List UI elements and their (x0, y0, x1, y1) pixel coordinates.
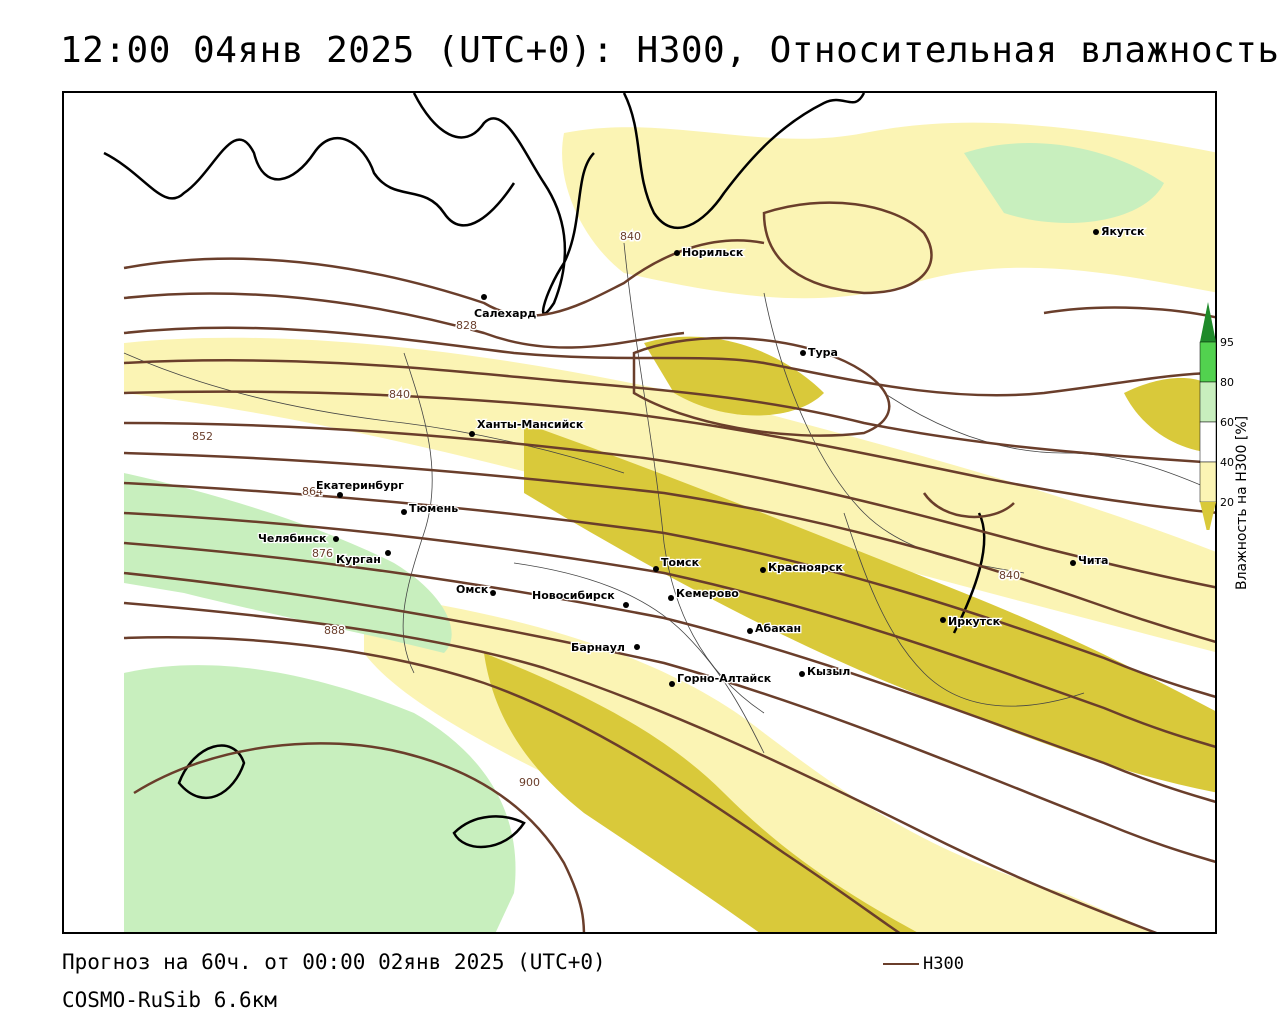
city-salekhard: Салехард (473, 294, 538, 321)
contour-label: 876 (312, 547, 333, 560)
svg-text:Новосибирск: Новосибирск (532, 589, 615, 602)
legend-tick: 95 (1220, 336, 1234, 349)
contour-label: 840 (999, 569, 1020, 582)
svg-text:Чита: Чита (1078, 554, 1108, 567)
city-tura: Тура (800, 345, 839, 360)
legend-tick: 40 (1220, 456, 1234, 469)
map-panel[interactable]: 840 828 840 852 864 876 888 900 840 Нори… (62, 91, 1217, 934)
contour-label: 828 (456, 319, 477, 332)
contour-key: H300 (883, 954, 964, 974)
city-krasnoyarsk: Красноярск (760, 560, 845, 575)
forecast-info: Прогноз на 60ч. от 00:00 02янв 2025 (UTC… (62, 950, 606, 974)
svg-text:Тюмень: Тюмень (409, 502, 458, 515)
svg-text:Курган: Курган (336, 553, 381, 566)
contour-label: 864 (302, 485, 323, 498)
city-kyzyl: Кызыл (799, 664, 852, 679)
city-yakutsk: Якутск (1093, 224, 1146, 239)
city-novosibirsk: Новосибирск (531, 588, 629, 608)
svg-text:Кемерово: Кемерово (676, 587, 739, 600)
legend-title: Влажность на H300 [%] (1234, 415, 1250, 590)
legend-tick: 60 (1220, 416, 1234, 429)
legend-tick: 20 (1220, 496, 1234, 509)
city-gorno-altaysk: Горно-Алтайск (669, 671, 773, 687)
svg-text:Ханты-Мансийск: Ханты-Мансийск (477, 418, 584, 431)
humidity-legend: 95 80 60 40 20 (1198, 300, 1278, 600)
city-tomsk: Томск (653, 555, 701, 572)
contour-label: 888 (324, 624, 345, 637)
contour-labels: 840 828 840 852 864 876 888 900 840 (191, 229, 1022, 791)
svg-text:Красноярск: Красноярск (768, 561, 843, 574)
svg-text:Норильск: Норильск (682, 246, 744, 259)
city-norilsk: Норильск (674, 245, 745, 260)
contour-label: 840 (620, 230, 641, 243)
city-abakan: Абакан (747, 621, 802, 636)
svg-text:Челябинск: Челябинск (258, 532, 327, 545)
contour-key-label: H300 (923, 954, 964, 974)
city-yekaterinburg: Екатеринбург (315, 478, 405, 498)
model-info: COSMO-RuSib 6.6км (62, 988, 277, 1012)
contour-label: 840 (389, 388, 410, 401)
svg-text:Иркутск: Иркутск (948, 615, 1001, 628)
chart-title: 12:00 04янв 2025 (UTC+0): H300, Относите… (60, 30, 1280, 71)
svg-text:Барнаул: Барнаул (571, 641, 625, 654)
city-tyumen: Тюмень (401, 501, 459, 516)
city-khanty-mansiysk: Ханты-Мансийск (469, 417, 585, 437)
city-markers: Норильск Якутск Салехард Тура Ханты-Манс… (257, 224, 1146, 687)
map-canvas: 840 828 840 852 864 876 888 900 840 Нори… (103, 93, 1215, 932)
contour-key-line (883, 963, 919, 965)
contour-label: 852 (192, 430, 213, 443)
city-barnaul: Барнаул (570, 640, 640, 655)
svg-text:Екатеринбург: Екатеринбург (316, 479, 404, 492)
city-chelyabinsk: Челябинск (257, 531, 339, 546)
city-irkutsk: Иркутск (940, 614, 1002, 629)
coastline (103, 93, 986, 849)
humidity-fields (124, 122, 1215, 932)
contour-label: 900 (519, 776, 540, 789)
svg-text:Якутск: Якутск (1101, 225, 1145, 238)
svg-text:Абакан: Абакан (755, 622, 801, 635)
city-kurgan: Курган (335, 550, 391, 567)
svg-text:Кызыл: Кызыл (807, 665, 850, 678)
legend-tick: 80 (1220, 376, 1234, 389)
city-chita: Чита (1070, 553, 1110, 568)
svg-text:Омск: Омск (456, 583, 489, 596)
legend-colorbar (1199, 302, 1217, 530)
svg-text:Салехард: Салехард (474, 307, 536, 320)
city-omsk: Омск (455, 582, 496, 597)
svg-text:Томск: Томск (661, 556, 700, 569)
svg-text:Горно-Алтайск: Горно-Алтайск (677, 672, 772, 685)
svg-text:Тура: Тура (808, 346, 838, 359)
city-kemerovo: Кемерово (668, 586, 741, 601)
